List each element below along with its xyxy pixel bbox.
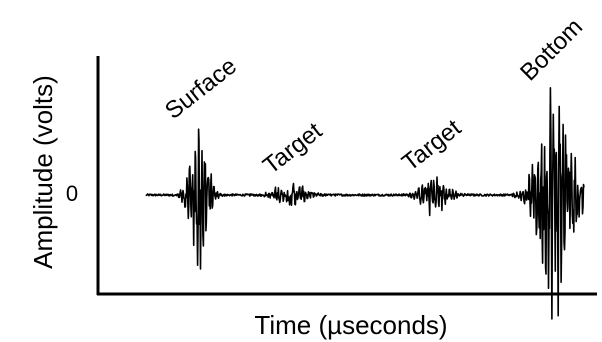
x-axis-label: Time (µseconds) — [254, 310, 447, 340]
y-axis-label: Amplitude (volts) — [28, 75, 58, 269]
annotation-surface: Surface — [160, 53, 242, 125]
annotation-target-2: Target — [397, 114, 466, 177]
annotation-target-1: Target — [258, 117, 327, 180]
series-line — [145, 87, 585, 320]
annotation-bottom: Bottom — [515, 13, 588, 86]
y-tick-label-0: 0 — [66, 181, 78, 206]
